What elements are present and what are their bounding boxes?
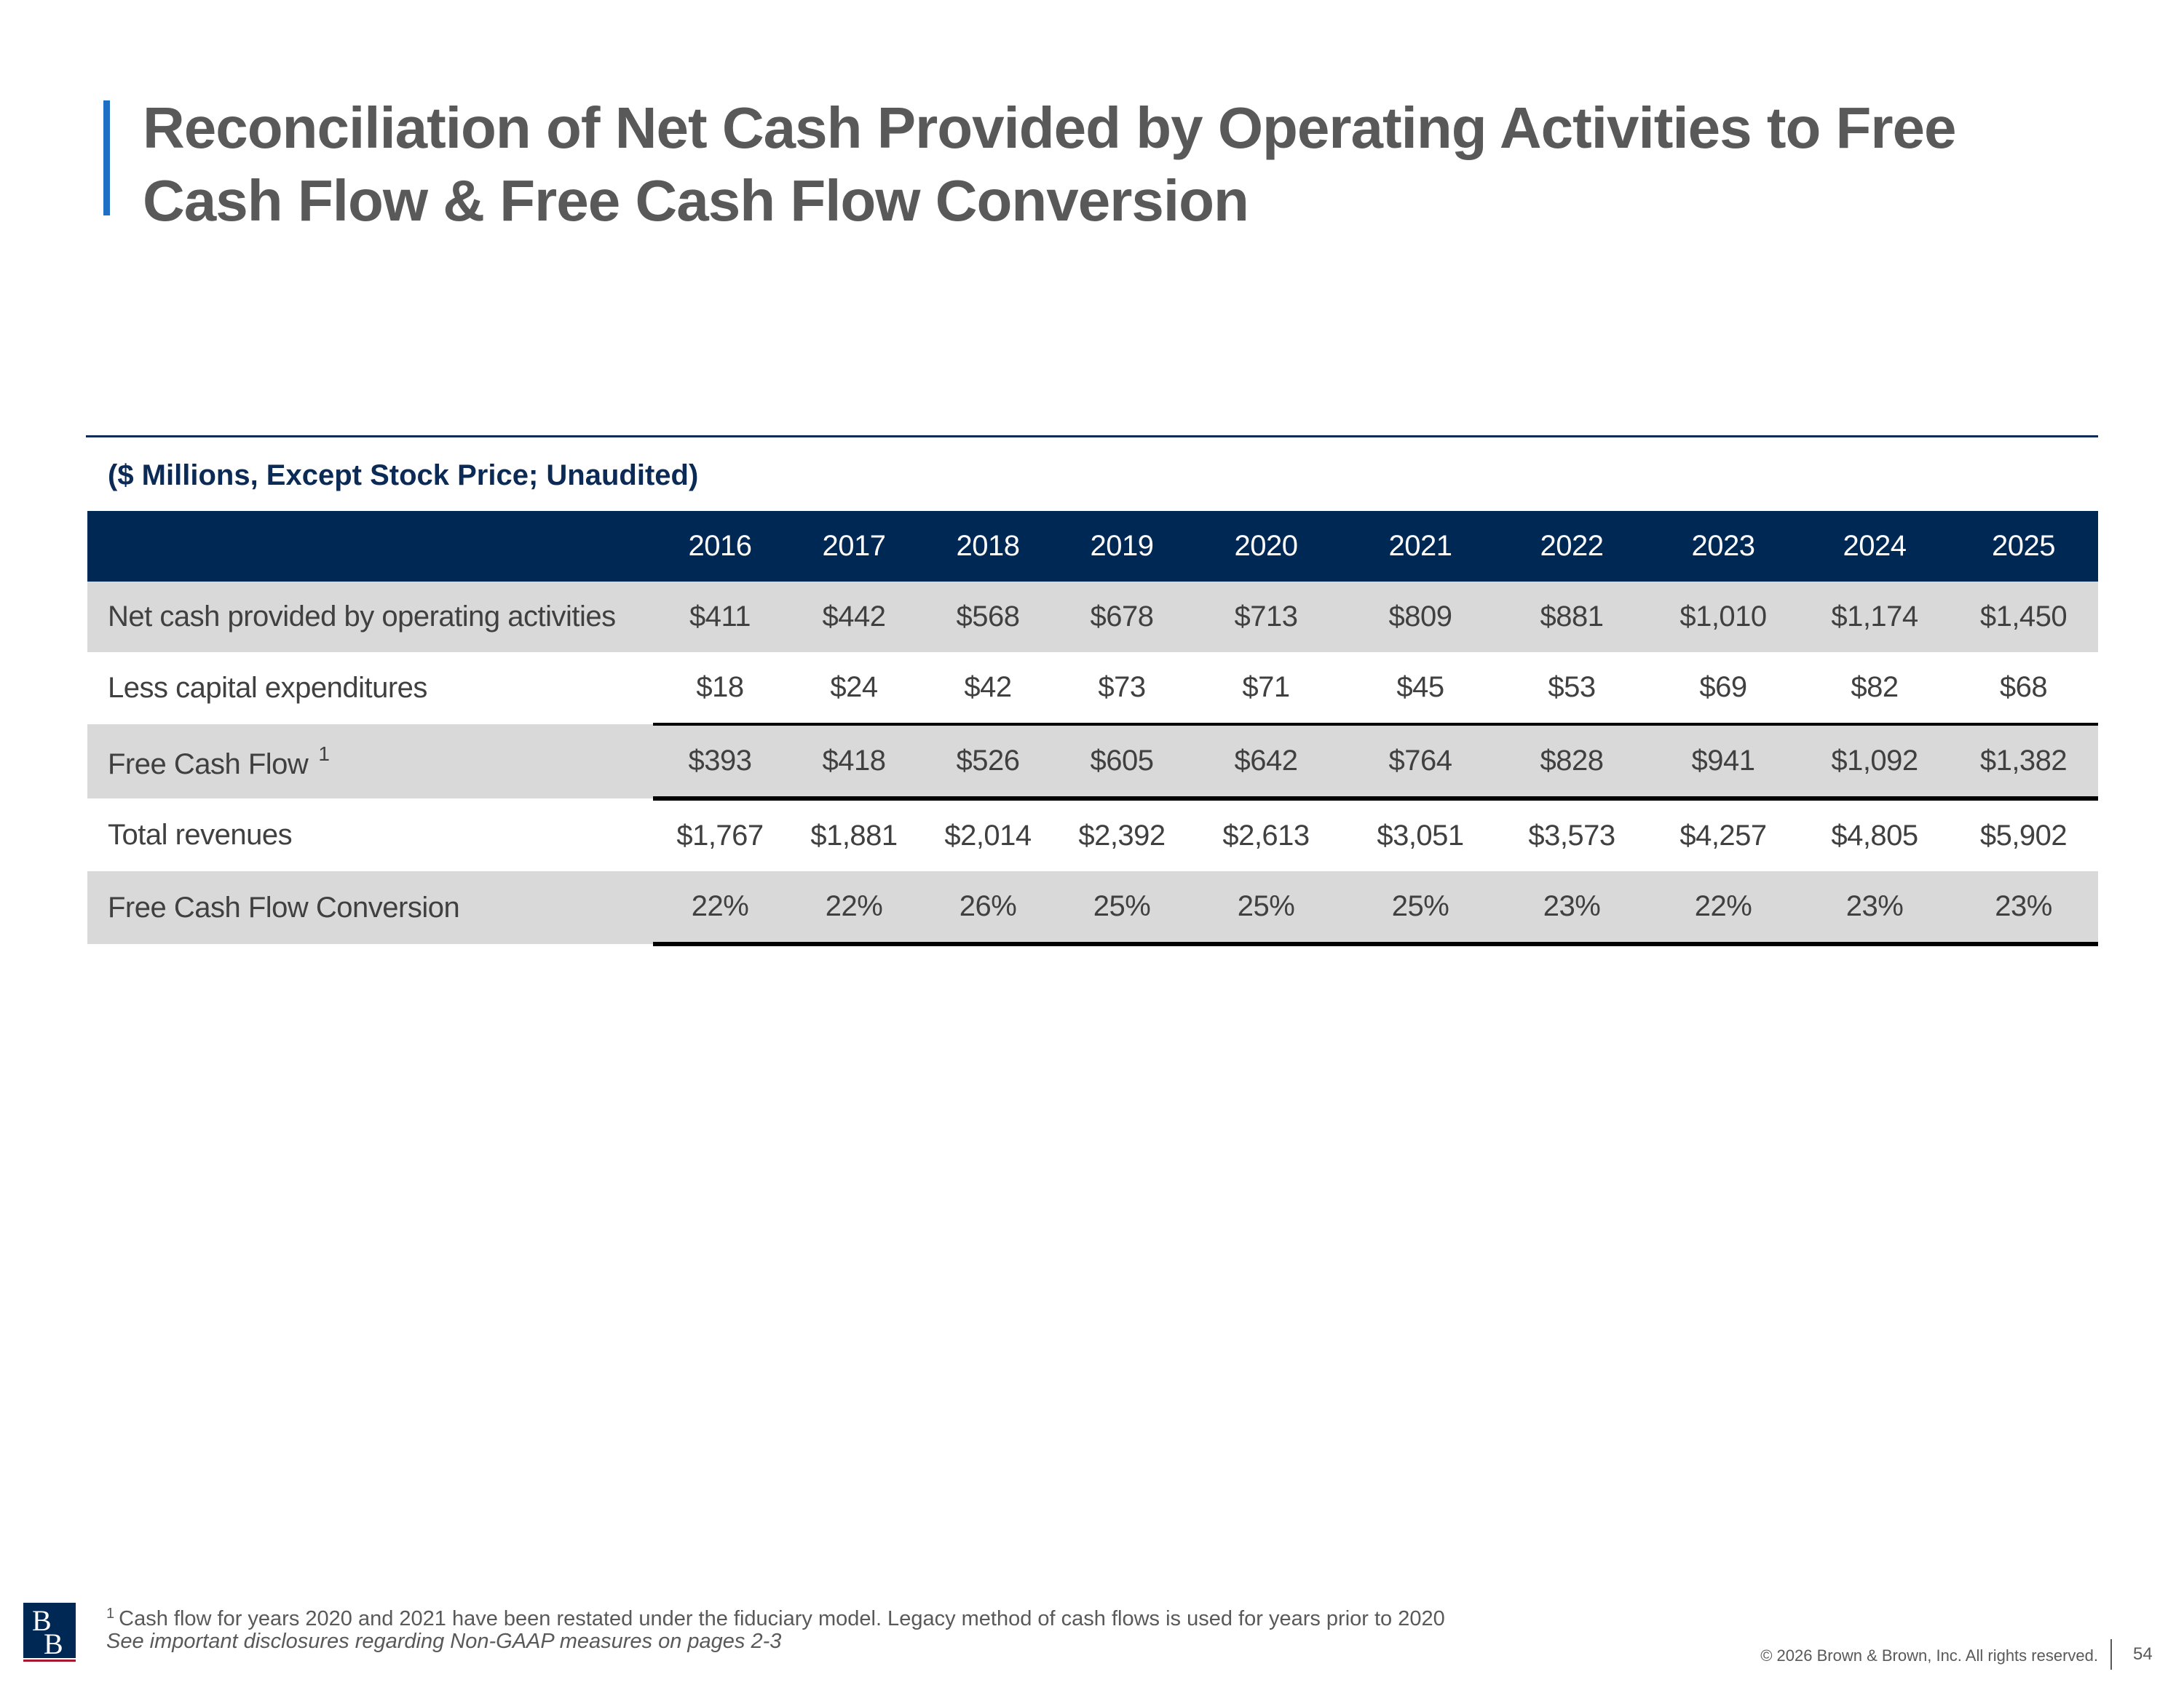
cell-value: $1,010 <box>1646 582 1800 652</box>
page-title: Reconciliation of Net Cash Provided by O… <box>143 95 1957 233</box>
cell-value: $1,092 <box>1800 723 1949 798</box>
cell-value: $828 <box>1497 723 1646 798</box>
year-header: 2021 <box>1343 511 1497 582</box>
footer-divider <box>2110 1639 2112 1670</box>
cell-value: $713 <box>1189 582 1343 652</box>
footnote-marker: 1 <box>318 742 330 765</box>
cell-value: 25% <box>1189 871 1343 946</box>
cell-value: $82 <box>1800 652 1949 724</box>
cell-value: 26% <box>921 871 1055 946</box>
year-header: 2025 <box>1949 511 2098 582</box>
footnote-text: Cash flow for years 2020 and 2021 have b… <box>119 1607 1445 1630</box>
cell-value: 25% <box>1343 871 1497 946</box>
cell-value: 23% <box>1497 871 1646 946</box>
cell-value: $1,767 <box>653 796 787 871</box>
cell-value: 22% <box>1646 871 1800 946</box>
title-accent-bar <box>103 100 110 215</box>
year-header: 2020 <box>1189 511 1343 582</box>
footnote-number: 1 <box>106 1606 115 1622</box>
cell-value: 22% <box>653 871 787 946</box>
cell-value: $3,573 <box>1497 796 1646 871</box>
row-fcf-conversion: Free Cash Flow Conversion 22% 22% 26% 25… <box>87 871 2098 946</box>
reconciliation-table: 2016 2017 2018 2019 2020 2021 2022 2023 … <box>87 511 2098 946</box>
cell-value: $809 <box>1343 582 1497 652</box>
year-header: 2018 <box>921 511 1055 582</box>
cell-value: $881 <box>1497 582 1646 652</box>
year-header: 2019 <box>1055 511 1189 582</box>
cell-value: $3,051 <box>1343 796 1497 871</box>
cell-value: $764 <box>1343 723 1497 798</box>
cell-value: $678 <box>1055 582 1189 652</box>
row-label: Less capital expenditures <box>87 652 653 724</box>
cell-value: $418 <box>787 723 921 798</box>
logo-letter-1: B <box>32 1604 52 1637</box>
row-total-revenues: Total revenues $1,767 $1,881 $2,014 $2,3… <box>87 796 2098 871</box>
row-label: Total revenues <box>87 798 653 871</box>
cell-value: $4,805 <box>1800 796 1949 871</box>
cell-value: $941 <box>1646 723 1800 798</box>
footnote: 1 Cash flow for years 2020 and 2021 have … <box>106 1600 1445 1633</box>
header-label-cell <box>87 511 653 582</box>
cell-value: $42 <box>921 652 1055 724</box>
brown-brown-logo: B B <box>23 1603 76 1662</box>
cell-value: $2,014 <box>921 796 1055 871</box>
cell-value: $411 <box>653 582 787 652</box>
row-label: Net cash provided by operating activitie… <box>87 582 653 652</box>
cell-value: $69 <box>1646 652 1800 724</box>
row-label: Free Cash Flow Conversion <box>87 871 653 944</box>
year-header: 2024 <box>1800 511 1949 582</box>
row-label-cell: Free Cash Flow 1 <box>87 724 653 798</box>
row-label: Free Cash Flow <box>108 748 309 780</box>
disclosure-note: See important disclosures regarding Non-… <box>106 1630 782 1653</box>
cell-value: $73 <box>1055 652 1189 724</box>
cell-value: $68 <box>1949 652 2098 724</box>
cell-value: $18 <box>653 652 787 724</box>
cell-value: $526 <box>921 723 1055 798</box>
cell-value: $393 <box>653 723 787 798</box>
cell-value: 22% <box>787 871 921 946</box>
cell-value: $2,613 <box>1189 796 1343 871</box>
header-row: 2016 2017 2018 2019 2020 2021 2022 2023 … <box>87 511 2098 582</box>
copyright-text: © 2026 Brown & Brown, Inc. All rights re… <box>1760 1646 2098 1665</box>
year-header: 2023 <box>1646 511 1800 582</box>
cell-value: $45 <box>1343 652 1497 724</box>
cell-value: $1,450 <box>1949 582 2098 652</box>
cell-value: $1,382 <box>1949 723 2098 798</box>
row-capex: Less capital expenditures $18 $24 $42 $7… <box>87 652 2098 724</box>
table-top-rule <box>86 435 2098 437</box>
cell-value: $442 <box>787 582 921 652</box>
cell-value: $568 <box>921 582 1055 652</box>
units-note: ($ Millions, Except Stock Price; Unaudit… <box>108 459 699 491</box>
cell-value: $4,257 <box>1646 796 1800 871</box>
cell-value: $53 <box>1497 652 1646 724</box>
cell-value: $5,902 <box>1949 796 2098 871</box>
cell-value: $71 <box>1189 652 1343 724</box>
cell-value: 25% <box>1055 871 1189 946</box>
cell-value: 23% <box>1800 871 1949 946</box>
cell-value: $1,881 <box>787 796 921 871</box>
cell-value: $605 <box>1055 723 1189 798</box>
cell-value: $2,392 <box>1055 796 1189 871</box>
cell-value: $642 <box>1189 723 1343 798</box>
year-header: 2016 <box>653 511 787 582</box>
row-free-cash-flow: Free Cash Flow 1 $393 $418 $526 $605 $642… <box>87 723 2098 798</box>
year-header: 2022 <box>1497 511 1646 582</box>
cell-value: $24 <box>787 652 921 724</box>
logo-letter-2: B <box>44 1627 63 1660</box>
year-header: 2017 <box>787 511 921 582</box>
page-number: 54 <box>2133 1644 2153 1664</box>
row-operating-cash: Net cash provided by operating activitie… <box>87 582 2098 652</box>
cell-value: $1,174 <box>1800 582 1949 652</box>
cell-value: 23% <box>1949 871 2098 946</box>
